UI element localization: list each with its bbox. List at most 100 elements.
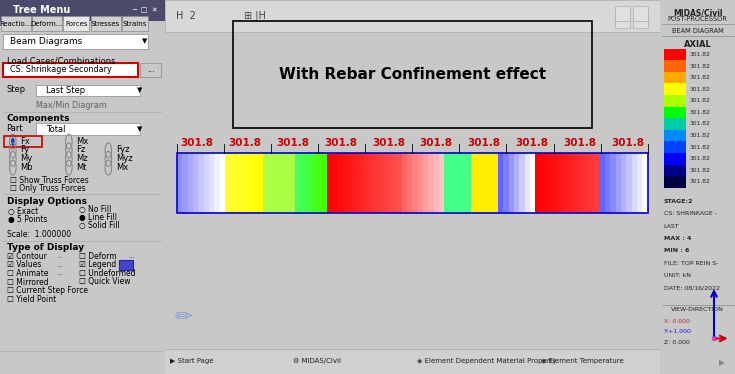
Text: ☑ Contour: ☑ Contour bbox=[7, 252, 46, 261]
Text: 301.8: 301.8 bbox=[564, 138, 596, 148]
Bar bbox=[664, 49, 686, 60]
FancyBboxPatch shape bbox=[633, 14, 648, 28]
FancyBboxPatch shape bbox=[140, 63, 162, 77]
Text: Deform...: Deform... bbox=[31, 21, 63, 27]
Text: Components: Components bbox=[7, 114, 70, 123]
Text: With Rebar Confinement effect: With Rebar Confinement effect bbox=[279, 67, 546, 82]
Bar bbox=[535, 153, 541, 213]
Text: ☐ Mirrored: ☐ Mirrored bbox=[7, 278, 49, 286]
Bar bbox=[215, 153, 220, 213]
Text: ☐ Undeformed: ☐ Undeformed bbox=[79, 269, 135, 278]
Text: ◈ Element Temperature: ◈ Element Temperature bbox=[541, 358, 624, 364]
Bar bbox=[220, 153, 226, 213]
Text: Part: Part bbox=[7, 124, 24, 133]
Text: ⊞ |H: ⊞ |H bbox=[244, 11, 266, 21]
Text: ✏: ✏ bbox=[175, 306, 193, 326]
Text: ─  □  ✕: ─ □ ✕ bbox=[132, 7, 157, 13]
Text: ...: ... bbox=[147, 65, 154, 74]
Text: Load Cases/Combinations: Load Cases/Combinations bbox=[7, 56, 115, 65]
Bar bbox=[503, 153, 509, 213]
Text: Mt: Mt bbox=[76, 163, 87, 172]
Text: 301.82: 301.82 bbox=[690, 168, 711, 173]
Text: UNIT: kN: UNIT: kN bbox=[664, 273, 691, 278]
Bar bbox=[605, 153, 611, 213]
Bar bbox=[498, 153, 503, 213]
Circle shape bbox=[11, 138, 15, 146]
Text: Z: 0.000: Z: 0.000 bbox=[664, 340, 689, 344]
Text: 301.82: 301.82 bbox=[690, 87, 711, 92]
Bar bbox=[482, 153, 487, 213]
Bar bbox=[664, 107, 686, 118]
Bar bbox=[193, 153, 198, 213]
FancyBboxPatch shape bbox=[633, 6, 648, 21]
Text: Mx: Mx bbox=[116, 163, 129, 172]
Text: 301.82: 301.82 bbox=[690, 156, 711, 161]
Bar bbox=[284, 153, 290, 213]
Text: ○ No Fill: ○ No Fill bbox=[79, 205, 112, 214]
Text: CS: SHRINKAGE -: CS: SHRINKAGE - bbox=[664, 211, 717, 216]
Bar bbox=[365, 153, 370, 213]
Bar bbox=[386, 153, 391, 213]
Bar bbox=[246, 153, 252, 213]
FancyBboxPatch shape bbox=[32, 16, 62, 31]
Text: AXIAL: AXIAL bbox=[684, 40, 711, 49]
Text: Mz: Mz bbox=[76, 154, 88, 163]
Text: 301.8: 301.8 bbox=[420, 138, 453, 148]
Bar bbox=[236, 153, 242, 213]
Text: Mx: Mx bbox=[76, 137, 89, 146]
Text: ☐ Animate: ☐ Animate bbox=[7, 269, 48, 278]
Text: ☐ Show Truss Forces: ☐ Show Truss Forces bbox=[10, 176, 89, 185]
Text: ☐ Only Truss Forces: ☐ Only Truss Forces bbox=[10, 184, 86, 193]
Bar bbox=[445, 153, 450, 213]
Text: ...: ... bbox=[56, 262, 62, 268]
Bar bbox=[198, 153, 204, 213]
FancyBboxPatch shape bbox=[615, 14, 631, 28]
Bar bbox=[594, 153, 600, 213]
Bar bbox=[530, 153, 536, 213]
Bar bbox=[391, 153, 397, 213]
Bar bbox=[370, 153, 376, 213]
Text: ☑ Values: ☑ Values bbox=[7, 260, 41, 269]
Text: Fyz: Fyz bbox=[116, 145, 129, 154]
Bar bbox=[412, 153, 418, 213]
FancyBboxPatch shape bbox=[36, 123, 140, 135]
FancyBboxPatch shape bbox=[3, 34, 148, 49]
Bar bbox=[541, 153, 546, 213]
Text: 301.8: 301.8 bbox=[372, 138, 405, 148]
Bar bbox=[466, 153, 472, 213]
Bar bbox=[455, 153, 461, 213]
Text: ☑ Legend: ☑ Legend bbox=[79, 260, 116, 269]
Bar bbox=[546, 153, 552, 213]
FancyBboxPatch shape bbox=[36, 85, 140, 96]
Text: 301.82: 301.82 bbox=[690, 64, 711, 68]
Text: 301.8: 301.8 bbox=[324, 138, 357, 148]
Bar bbox=[268, 153, 273, 213]
Bar bbox=[664, 153, 686, 165]
Bar bbox=[664, 165, 686, 176]
Text: Stresses: Stresses bbox=[91, 21, 120, 27]
Bar bbox=[562, 153, 568, 213]
Bar bbox=[573, 153, 578, 213]
Bar bbox=[407, 153, 413, 213]
Text: ◈ Element Dependent Material Property: ◈ Element Dependent Material Property bbox=[417, 358, 557, 364]
Bar bbox=[316, 153, 322, 213]
Bar bbox=[642, 153, 648, 213]
Bar bbox=[401, 153, 407, 213]
FancyBboxPatch shape bbox=[122, 16, 148, 31]
Bar bbox=[664, 83, 686, 95]
Text: STAGE:2: STAGE:2 bbox=[664, 199, 693, 204]
Bar bbox=[332, 153, 338, 213]
Text: MAX : 4: MAX : 4 bbox=[664, 236, 691, 241]
Text: 301.8: 301.8 bbox=[229, 138, 261, 148]
Bar bbox=[354, 153, 359, 213]
Text: My: My bbox=[21, 154, 33, 163]
FancyBboxPatch shape bbox=[165, 0, 660, 32]
Bar bbox=[343, 153, 348, 213]
Bar bbox=[578, 153, 584, 213]
Text: 301.82: 301.82 bbox=[690, 133, 711, 138]
Text: Display Options: Display Options bbox=[7, 197, 87, 206]
Text: Total: Total bbox=[46, 125, 65, 134]
Bar bbox=[450, 153, 456, 213]
Bar bbox=[423, 153, 429, 213]
Text: 301.82: 301.82 bbox=[690, 145, 711, 150]
